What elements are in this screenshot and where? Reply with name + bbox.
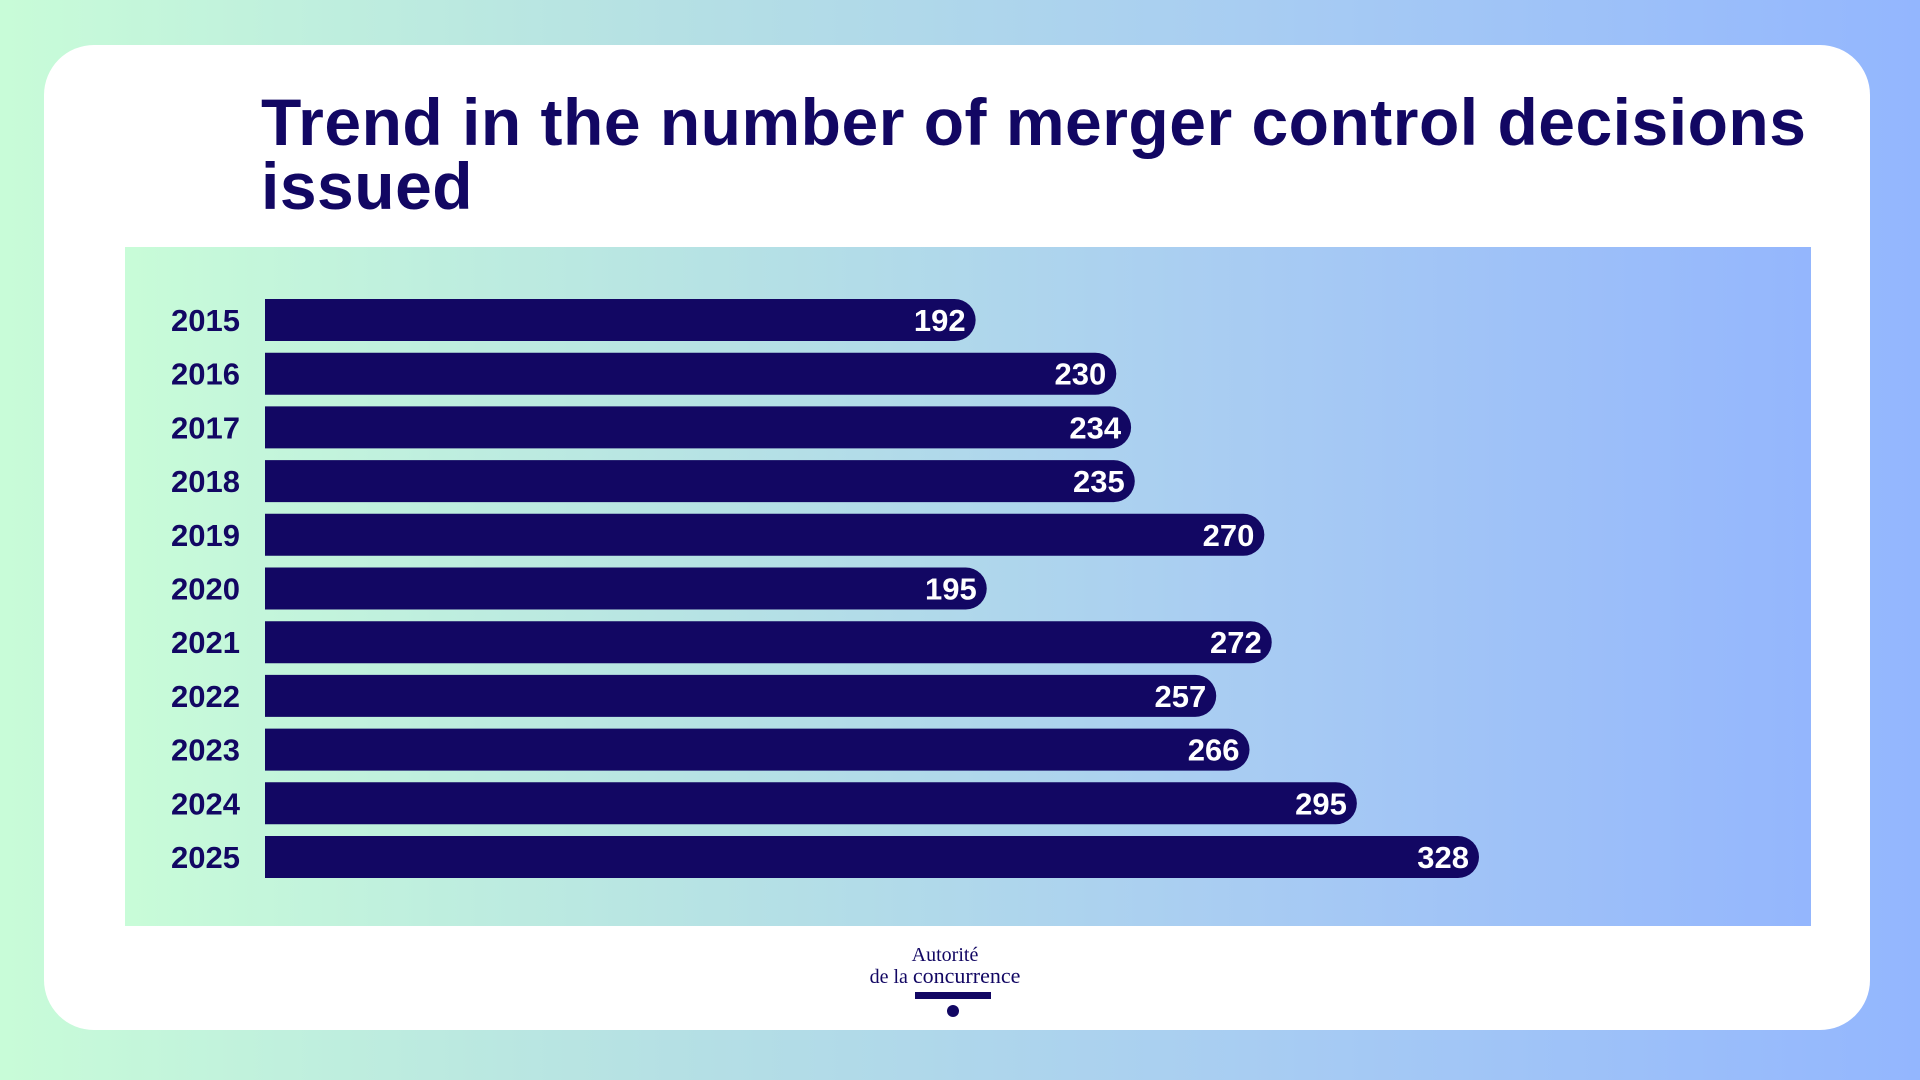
logo: Autorité de la concurrence — [860, 945, 1030, 1017]
logo-line1: Autorité — [911, 944, 979, 966]
bar-2025 — [265, 836, 1479, 878]
value-label: 230 — [1055, 357, 1107, 392]
category-label: 2020 — [171, 572, 240, 607]
value-label: 192 — [914, 303, 966, 338]
bar-2018 — [265, 460, 1135, 503]
bar-2024 — [265, 782, 1357, 825]
category-label: 2016 — [171, 357, 240, 392]
value-label: 257 — [1154, 679, 1206, 714]
category-label: 2025 — [171, 840, 240, 875]
bar-2023 — [265, 728, 1250, 771]
bar-2022 — [265, 674, 1217, 717]
category-label: 2021 — [171, 625, 240, 660]
value-label: 295 — [1295, 786, 1347, 821]
value-label: 328 — [1417, 840, 1469, 875]
category-label: 2019 — [171, 518, 240, 553]
bar-2019 — [265, 513, 1265, 556]
chart-title: Trend in the number of merger control de… — [261, 85, 1807, 223]
category-label: 2018 — [171, 464, 240, 499]
bar-2020 — [265, 567, 987, 610]
value-label: 235 — [1073, 464, 1125, 499]
bar-2016 — [265, 352, 1117, 395]
value-label: 195 — [925, 572, 977, 607]
logo-dot — [947, 1005, 959, 1017]
logo-bar — [915, 992, 991, 999]
logo-line2b: concurrence — [912, 963, 1021, 988]
logo-line2a: de la — [869, 966, 908, 988]
category-label: 2024 — [171, 786, 241, 821]
value-label: 234 — [1069, 410, 1121, 445]
bar-2015 — [265, 299, 976, 341]
category-label: 2015 — [171, 303, 240, 338]
category-label: 2017 — [171, 410, 240, 445]
category-label: 2022 — [171, 679, 240, 714]
bar-2021 — [265, 621, 1272, 664]
value-label: 272 — [1210, 625, 1262, 660]
value-label: 270 — [1203, 518, 1255, 553]
value-label: 266 — [1188, 733, 1240, 768]
bar-2017 — [265, 406, 1132, 449]
category-label: 2023 — [171, 733, 240, 768]
